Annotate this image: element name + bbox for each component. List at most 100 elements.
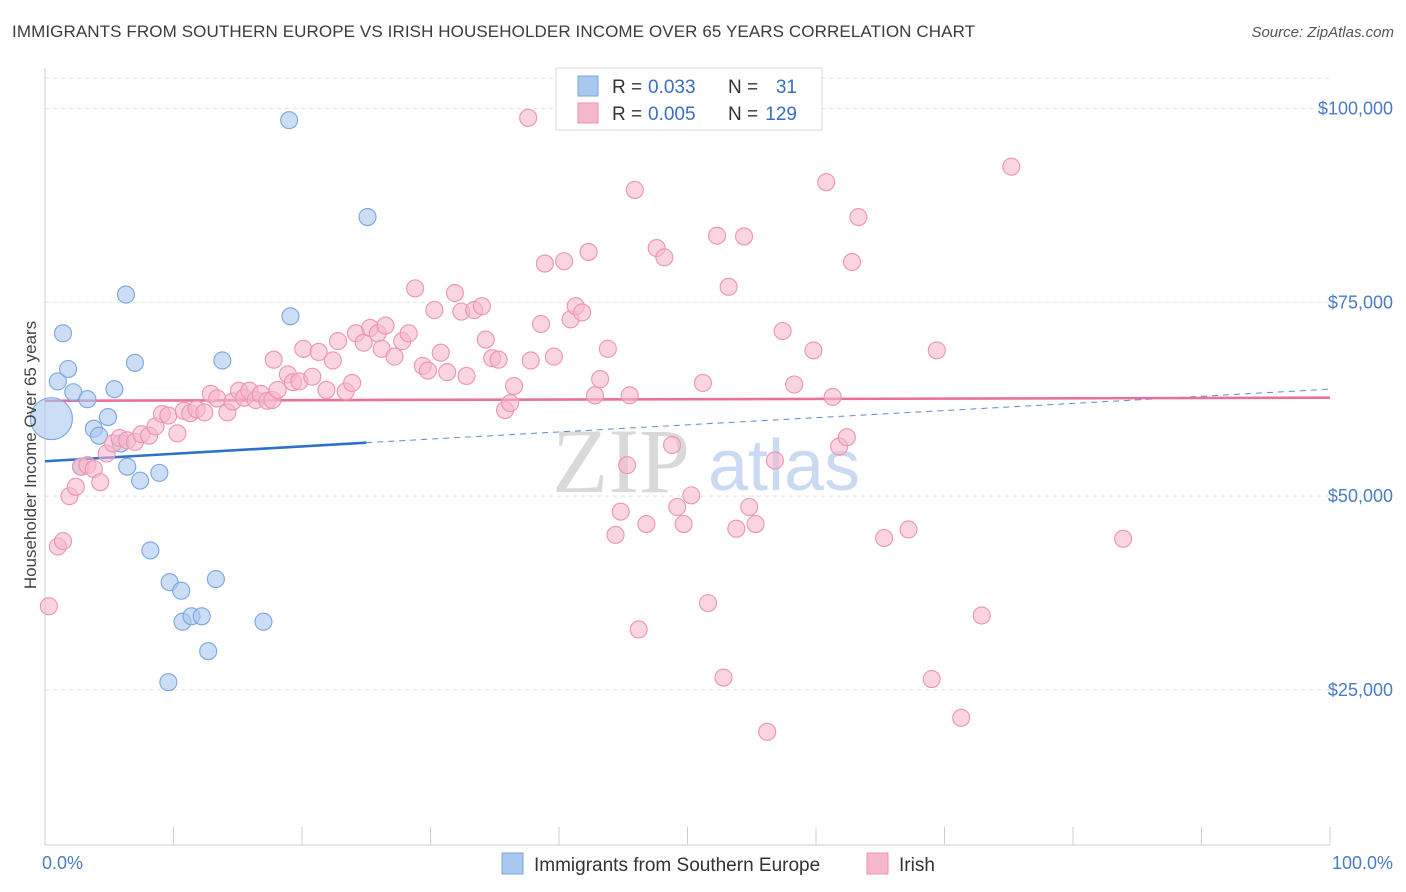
data-point-0-25 bbox=[206, 570, 225, 589]
legend-swatch-irish bbox=[577, 102, 599, 124]
data-point-1-117 bbox=[837, 428, 856, 447]
x-tick-label-max: 100.0% bbox=[1332, 853, 1393, 873]
data-point-1-93 bbox=[637, 514, 656, 534]
data-point-1-41 bbox=[303, 367, 322, 386]
data-point-1-40 bbox=[294, 339, 313, 358]
legend-n-label-1: N = bbox=[728, 77, 758, 98]
data-point-1-115 bbox=[823, 387, 842, 406]
data-point-1-36 bbox=[264, 350, 283, 369]
data-point-1-72 bbox=[501, 394, 520, 413]
bottom-swatch-irish bbox=[866, 852, 889, 875]
data-point-1-83 bbox=[579, 242, 598, 261]
data-points bbox=[29, 108, 1133, 741]
data-point-1-63 bbox=[445, 283, 464, 303]
data-point-1-111 bbox=[773, 321, 792, 341]
y-axis-label: Householder Income Over 65 years bbox=[21, 321, 40, 589]
data-point-1-73 bbox=[504, 377, 524, 396]
data-point-1-90 bbox=[620, 386, 639, 405]
data-point-1-23 bbox=[195, 403, 214, 422]
data-point-0-9 bbox=[98, 408, 118, 427]
data-point-1-8 bbox=[91, 473, 110, 492]
data-point-1-101 bbox=[699, 594, 718, 613]
data-point-0-13 bbox=[118, 457, 137, 476]
data-point-1-120 bbox=[875, 528, 894, 548]
data-point-1-86 bbox=[598, 339, 617, 358]
data-point-1-54 bbox=[385, 347, 404, 366]
data-point-0-26 bbox=[213, 351, 232, 370]
bottom-label-southern-europe: Immigrants from Southern Europe bbox=[534, 855, 820, 876]
legend-r-label-2: R = bbox=[612, 104, 642, 125]
data-point-0-16 bbox=[141, 541, 160, 560]
series-1 bbox=[39, 108, 1133, 741]
data-point-1-67 bbox=[472, 297, 491, 316]
data-point-0-18 bbox=[159, 673, 178, 692]
legend-top: R = 0.033 N = 31 R = 0.005 N = 129 bbox=[555, 67, 823, 131]
data-point-1-61 bbox=[431, 343, 450, 362]
data-point-1-88 bbox=[611, 502, 630, 521]
y-tick-labels: $100,000 $75,000 $50,000 $25,000 bbox=[1318, 99, 1393, 700]
data-point-1-100 bbox=[693, 373, 712, 393]
data-point-0-29 bbox=[281, 307, 300, 326]
data-point-1-18 bbox=[159, 406, 178, 425]
data-point-1-77 bbox=[535, 254, 554, 273]
data-point-1-85 bbox=[591, 370, 610, 389]
data-point-1-44 bbox=[323, 351, 342, 370]
data-point-1-43 bbox=[317, 380, 336, 399]
data-point-1-95 bbox=[655, 248, 674, 267]
data-point-0-23 bbox=[192, 607, 211, 626]
legend-n-value-1: 31 bbox=[776, 77, 797, 98]
data-point-1-127 bbox=[1114, 529, 1133, 548]
data-point-1-125 bbox=[972, 606, 991, 625]
data-point-0-12 bbox=[116, 285, 136, 304]
data-point-1-87 bbox=[606, 525, 625, 544]
data-point-0-15 bbox=[131, 471, 150, 490]
data-point-1-89 bbox=[618, 456, 637, 475]
data-point-1-109 bbox=[758, 722, 777, 741]
data-point-1-97 bbox=[668, 497, 687, 517]
data-point-1-53 bbox=[376, 316, 395, 335]
data-point-1-0 bbox=[39, 597, 58, 616]
data-point-1-62 bbox=[438, 363, 457, 382]
data-point-0-6 bbox=[78, 390, 97, 409]
data-point-1-92 bbox=[629, 620, 648, 639]
watermark: ZIP atlas bbox=[552, 410, 860, 512]
data-point-1-98 bbox=[674, 514, 693, 534]
data-point-1-122 bbox=[922, 670, 941, 689]
data-point-1-124 bbox=[952, 708, 971, 727]
data-point-1-68 bbox=[476, 330, 495, 349]
data-point-0-14 bbox=[125, 353, 144, 372]
data-point-1-25 bbox=[208, 389, 227, 408]
y-tick-label-2: $50,000 bbox=[1328, 486, 1393, 506]
data-point-0-2 bbox=[53, 324, 73, 343]
data-point-0-3 bbox=[59, 359, 78, 379]
data-point-1-105 bbox=[727, 519, 746, 538]
data-point-0-30 bbox=[358, 207, 377, 227]
data-point-1-75 bbox=[521, 351, 540, 370]
data-point-0-0 bbox=[29, 397, 73, 441]
data-point-1-126 bbox=[1002, 157, 1021, 176]
data-point-1-107 bbox=[740, 497, 759, 517]
data-point-0-8 bbox=[89, 426, 109, 445]
data-point-1-56 bbox=[399, 324, 418, 343]
data-point-1-84 bbox=[585, 386, 605, 405]
legend-r-value-1: 0.033 bbox=[648, 77, 696, 98]
chart-title: IMMIGRANTS FROM SOUTHERN EUROPE VS IRISH… bbox=[12, 22, 976, 41]
data-point-1-74 bbox=[519, 108, 538, 127]
data-point-1-114 bbox=[817, 173, 836, 192]
legend-r-value-2: 0.005 bbox=[648, 104, 696, 125]
data-point-1-118 bbox=[842, 252, 862, 272]
bottom-label-irish: Irish bbox=[899, 855, 935, 876]
data-point-1-103 bbox=[714, 668, 733, 687]
legend-r-label-1: R = bbox=[612, 77, 642, 98]
x-tick-label-min: 0.0% bbox=[42, 853, 83, 873]
data-point-1-112 bbox=[785, 375, 804, 394]
data-point-0-24 bbox=[199, 642, 218, 661]
y-tick-label-3: $25,000 bbox=[1328, 680, 1393, 700]
legend-swatch-southern-europe bbox=[577, 75, 599, 97]
data-point-1-42 bbox=[309, 342, 328, 361]
data-point-1-91 bbox=[625, 180, 644, 199]
x-tick-labels: 0.0% 100.0% bbox=[42, 853, 1393, 873]
data-point-1-70 bbox=[489, 350, 508, 369]
data-point-0-27 bbox=[254, 612, 273, 631]
data-point-1-108 bbox=[746, 514, 765, 534]
